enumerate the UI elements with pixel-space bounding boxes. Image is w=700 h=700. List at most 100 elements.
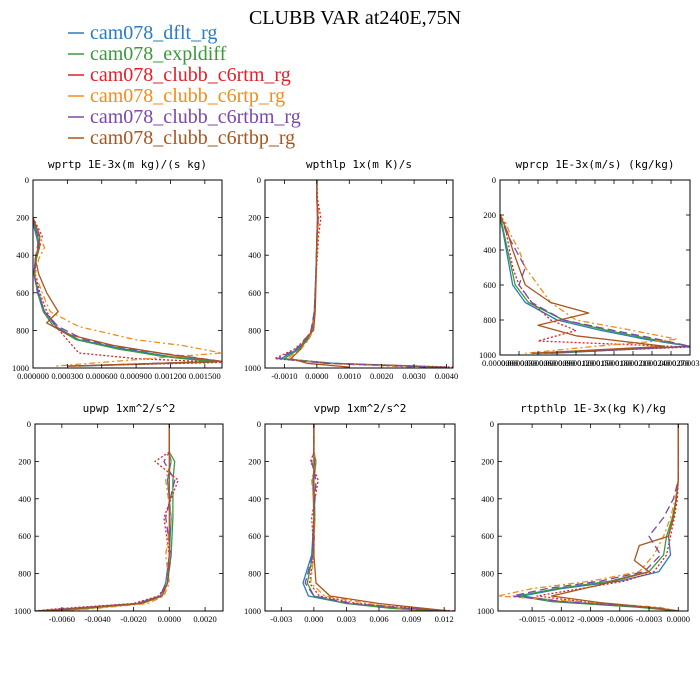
series-line [290,180,350,368]
series-line [550,424,679,611]
series-line [500,214,690,354]
series-line [283,180,441,368]
x-tick-label: -0.0020 [120,614,146,624]
series-group [274,180,453,368]
x-tick-label: -0.0040 [85,614,111,624]
x-tick-label: 0.000 [304,614,323,624]
x-tick-label: 0.001200 [155,371,187,381]
y-tick-label: 0 [27,419,31,429]
legend-entry: cam078_clubb_c6rtm_rg [68,64,291,86]
series-line [33,217,222,367]
y-tick-label: 600 [248,288,261,298]
plot-frame [497,423,689,612]
x-tick-label: -0.0009 [577,614,603,624]
x-tick-label: 0.0000120 [558,358,594,368]
x-tick-label: 0.0000240 [634,358,670,368]
legend-label: cam078_dflt_rg [90,22,217,44]
y-tick-label: 0 [492,175,496,185]
panel-title: wprcp 1E-3x(m/s) (kg/kg) [516,158,675,171]
series-line [33,217,222,367]
series-line [274,180,453,368]
plot-frame [34,423,224,612]
x-tick-label: -0.0010 [271,371,297,381]
series-line [536,424,679,611]
y-tick-label: 400 [16,250,29,260]
x-tick-label: 0.0000150 [577,358,613,368]
chart-panel: upwp 1xm^2/s^2 0 200 400 600 800 1000 -0.0060 -0… [14,402,224,624]
y-tick-label: 200 [483,210,496,220]
series-group [302,424,455,611]
x-tick-label: 0.003 [337,614,356,624]
y-tick-label: 600 [18,531,31,541]
series-line [33,217,217,367]
series-line [40,424,176,611]
series-line [277,180,431,368]
y-tick-label: 600 [483,280,496,290]
series-line [35,424,172,611]
series-line [43,424,176,611]
x-tick-label: 0.0020 [370,371,393,381]
legend-entry: cam078_clubb_c6rtbp_rg [68,127,295,149]
series-line [38,424,170,611]
x-tick-label: 0.0000210 [615,358,651,368]
panel-title: vpwp 1xm^2/s^2 [314,402,407,415]
x-tick-label: 0.0000 [158,614,181,624]
series-line [309,424,423,611]
series-line [302,424,450,611]
series-line [35,424,179,611]
series-line [52,424,172,611]
series-line [500,214,690,354]
x-tick-label: 0.000900 [120,371,152,381]
x-tick-label: 0.012 [435,614,454,624]
series-group [35,424,179,611]
y-tick-label: 800 [16,325,29,335]
legend-entry: cam078_clubb_c6rtbm_rg [68,106,301,128]
y-tick-label: 1000 [14,606,31,616]
series-line [33,217,222,367]
x-tick-label: 0.0010 [338,371,361,381]
chart-panel: wpthlp 1x(m K)/s 0 200 400 600 800 1000 -0.0010… [244,158,458,381]
y-tick-label: 0 [490,419,494,429]
x-tick-label: 0.000600 [86,371,118,381]
legend-label: cam078_clubb_c6rtbm_rg [90,106,301,128]
series-line [498,424,679,611]
legend-label: cam078_clubb_c6rtp_rg [90,85,285,107]
x-tick-label: 0.0000090 [539,358,575,368]
x-tick-label: 0.0000 [667,614,690,624]
legend-entry: cam078_dflt_rg [68,22,217,44]
panel-title: wpthlp 1x(m K)/s [306,158,412,171]
y-tick-label: 200 [16,213,29,223]
x-tick-label: -0.0003 [636,614,662,624]
series-line [500,214,690,354]
x-tick-label: -0.0015 [519,614,545,624]
x-tick-label: -0.0012 [548,614,574,624]
y-tick-label: 1000 [244,363,261,373]
legend-label: cam078_clubb_c6rtbp_rg [90,127,295,149]
series-line [33,217,217,367]
x-tick-label: 0.0000270 [653,358,689,368]
y-tick-label: 600 [16,288,29,298]
series-line [500,214,678,354]
y-tick-label: 800 [481,569,494,579]
x-tick-label: 0.009 [402,614,421,624]
x-tick-label: 0.0030 [402,371,425,381]
y-tick-label: 200 [481,456,494,466]
y-tick-label: 200 [248,456,261,466]
x-tick-label: -0.0060 [49,614,75,624]
x-tick-label: 0.0020 [193,614,216,624]
x-tick-label: -0.003 [270,614,292,624]
y-tick-label: 0 [257,175,261,185]
x-tick-label: 0.006 [369,614,388,624]
series-line [304,424,450,611]
chart-panel: wprcp 1E-3x(m/s) (kg/kg) 0 200 400 600 800 100… [479,158,700,368]
figure-title: CLUBB VAR at240E,75N [249,7,461,29]
chart-panel: vpwp 1xm^2/s^2 0 200 400 600 800 1000 -0.003 0.0… [244,402,456,624]
series-line [500,214,666,354]
chart-panel: wprtp 1E-3x(m kg)/(s kg) 0 200 400 600 800 100… [12,158,223,381]
series-line [500,214,690,354]
y-tick-label: 400 [481,494,494,504]
legend-entry: cam078_expldiff [68,43,227,65]
y-tick-label: 1000 [479,350,496,360]
x-tick-label: 0.0040 [435,371,458,381]
